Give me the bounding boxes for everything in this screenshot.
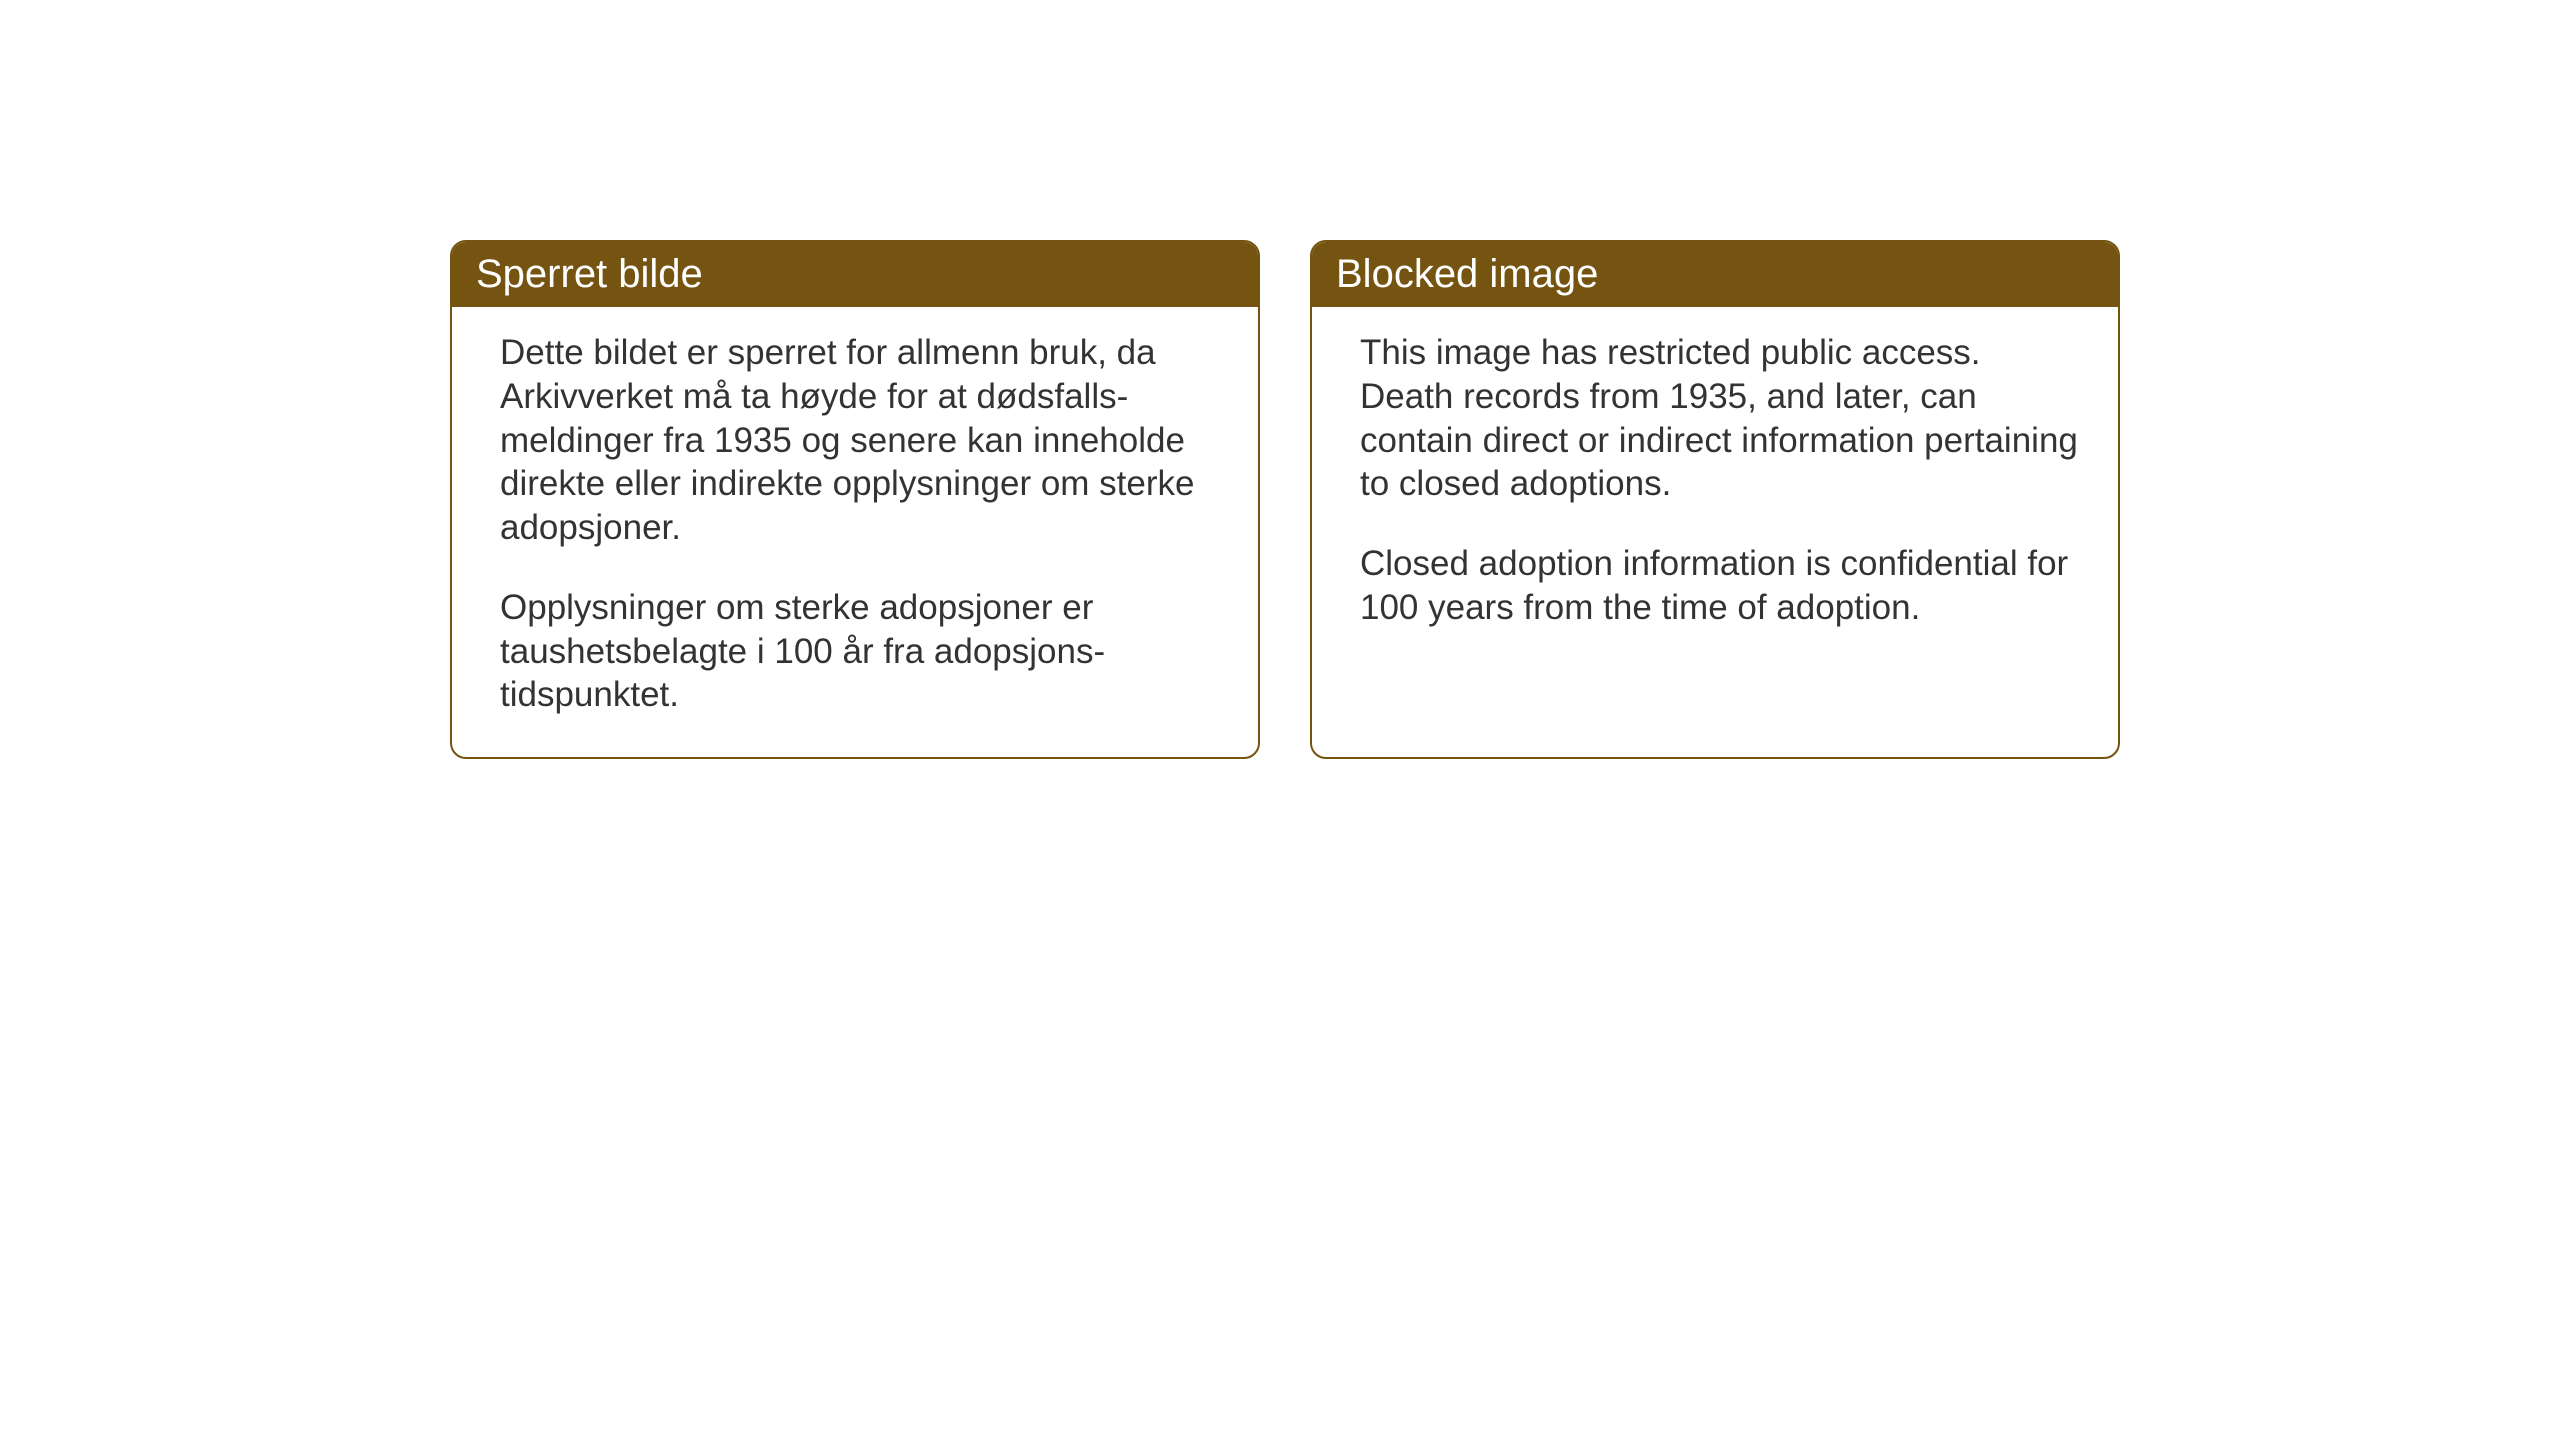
card-header-norwegian: Sperret bilde bbox=[452, 242, 1258, 307]
card-paragraph-2-english: Closed adoption information is confident… bbox=[1360, 542, 2078, 630]
card-header-english: Blocked image bbox=[1312, 242, 2118, 307]
card-title-norwegian: Sperret bilde bbox=[476, 252, 703, 296]
card-paragraph-2-norwegian: Opplysninger om sterke adopsjoner er tau… bbox=[500, 586, 1218, 717]
card-body-english: This image has restricted public access.… bbox=[1312, 307, 2118, 670]
card-english: Blocked image This image has restricted … bbox=[1310, 240, 2120, 759]
cards-container: Sperret bilde Dette bildet er sperret fo… bbox=[0, 0, 2560, 759]
card-body-norwegian: Dette bildet er sperret for allmenn bruk… bbox=[452, 307, 1258, 757]
card-title-english: Blocked image bbox=[1336, 252, 1598, 296]
card-norwegian: Sperret bilde Dette bildet er sperret fo… bbox=[450, 240, 1260, 759]
card-paragraph-1-norwegian: Dette bildet er sperret for allmenn bruk… bbox=[500, 331, 1218, 550]
card-paragraph-1-english: This image has restricted public access.… bbox=[1360, 331, 2078, 506]
